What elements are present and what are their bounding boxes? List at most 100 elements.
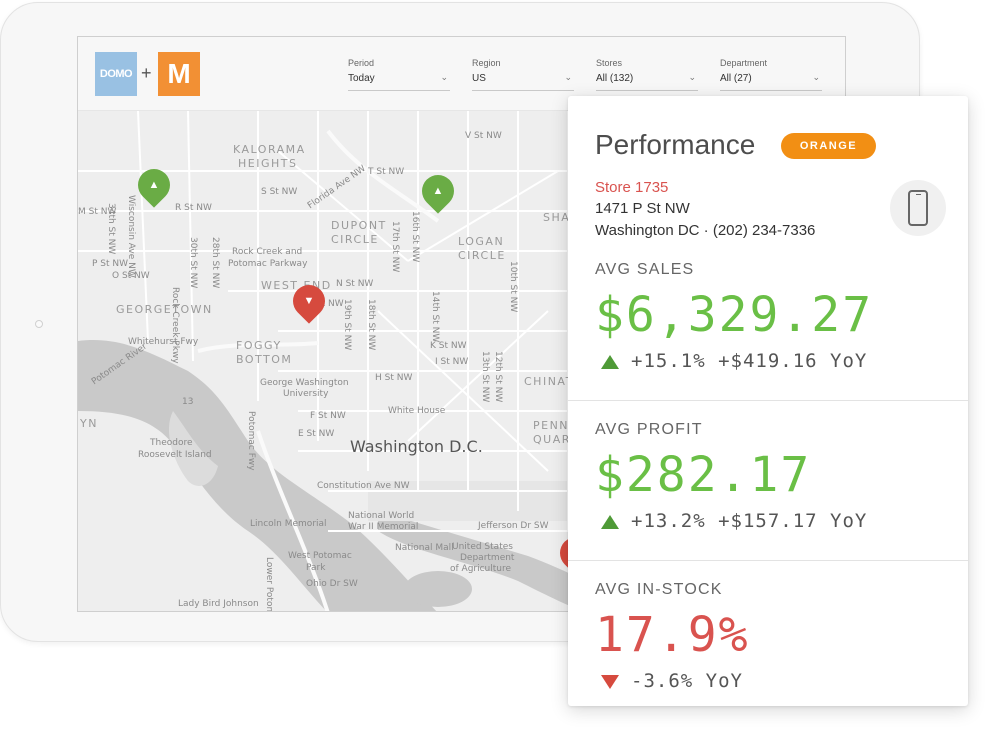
department-filter-label: Department (720, 58, 768, 68)
partner-m-logo: M (158, 52, 200, 96)
map-label-12th-st: 12th St NW (493, 351, 503, 403)
stores-filter-label: Stores (596, 58, 623, 68)
map-label-o-st: O St NW (112, 271, 150, 281)
metric-delta: +15.1% +$419.16 YoY (601, 350, 867, 372)
map-label-rock-creek-pkwy: Rock Creek Pkwy (170, 287, 180, 364)
map-label-17th-st: 17th St NW (390, 221, 400, 273)
island (168, 411, 218, 486)
map-label-dupont: DUPONT (331, 219, 387, 232)
map-label-logan: LOGAN (458, 235, 505, 248)
store-city-phone: Washington DC · (202) 234-7336 (595, 222, 816, 239)
metric-value: $6,329.27 (595, 287, 874, 343)
map-label-logan-circle: CIRCLE (458, 249, 506, 262)
map-label-constitution-ave: Constitution Ave NW (317, 481, 410, 491)
chevron-down-icon: ⌄ (564, 72, 572, 82)
map-label-theodore: Theodore (150, 438, 193, 448)
period-filter[interactable]: Period Today ⌄ (348, 58, 450, 91)
map-label-wisconsin-ave: Wisconsin Ave NW (126, 195, 136, 278)
triangle-up-icon: ▲ (432, 185, 444, 197)
map-label-whitehurst: Whitehurst Fwy (128, 337, 199, 347)
map-label-lincoln-memorial: Lincoln Memorial (250, 519, 327, 529)
map-label-gwu: George Washington (260, 378, 349, 388)
tablet-home-button (35, 320, 43, 328)
map-label-lady-bird: Lady Bird Johnson (178, 599, 259, 609)
phone-icon (908, 190, 928, 226)
metric-value: $282.17 (595, 447, 812, 503)
call-store-button[interactable] (890, 180, 946, 236)
region-filter-label: Region (472, 58, 501, 68)
map-label-usda: United States (452, 542, 513, 552)
map-label-circle: CIRCLE (331, 233, 379, 246)
map-label-13th-st: 13th St NW (480, 351, 490, 403)
metric-label: AVG SALES (595, 261, 695, 278)
map-label-nw: M St NW (78, 207, 117, 217)
map-label-t-st: T St NW (368, 167, 405, 177)
metric-delta: -3.6% YoY (601, 670, 743, 692)
department-filter-value: All (27) (720, 73, 752, 84)
logo-plus-sign: + (141, 63, 152, 83)
map-label-p-st: P St NW (92, 259, 129, 269)
map-label-h-st: H St NW (375, 373, 413, 383)
tidal-basin (404, 571, 472, 607)
map-label-potomac-parkway: Potomac Parkway (228, 259, 308, 269)
map-label-e-st: E St NW (298, 429, 335, 439)
major-roads (197, 129, 440, 611)
map-label-16th-st: 16th St NW (410, 211, 420, 263)
map-label-potomac-fwy: Potomac Fwy (246, 411, 256, 471)
status-badge: ORANGE (781, 133, 876, 159)
map-label-ohio-dr: Ohio Dr SW (306, 579, 358, 589)
map-label-r-st: R St NW (175, 203, 212, 213)
department-filter[interactable]: Department All (27) ⌄ (720, 58, 822, 91)
map-label-white-house: White House (388, 406, 446, 416)
map-label-kalorama: KALORAMA (233, 143, 306, 156)
map-label-roosevelt-island: Roosevelt Island (138, 450, 212, 460)
map-label-18th-st: 18th St NW (366, 299, 376, 351)
metric-delta: +13.2% +$157.17 YoY (601, 510, 867, 532)
map-label-k-st: K St NW (430, 341, 467, 351)
map-label-park: Park (306, 563, 326, 573)
period-filter-label: Period (348, 58, 375, 68)
map-label-v-st: V St NW (465, 131, 502, 141)
store-pin-dupont[interactable]: ▲ (415, 168, 461, 214)
metric-delta-text: +15.1% +$419.16 YoY (631, 350, 868, 372)
map-label-heights: HEIGHTS (238, 157, 298, 170)
performance-card: Performance ORANGE Store 1735 1471 P St … (568, 96, 968, 706)
store-name[interactable]: Store 1735 (595, 179, 669, 196)
region-filter-value: US (472, 73, 486, 84)
card-title: Performance (595, 129, 756, 160)
store-pin-north-west[interactable]: ▲ (131, 162, 177, 208)
map-label-bottom: BOTTOM (236, 353, 293, 366)
map-label-jefferson-dr: Jefferson Dr SW (478, 521, 549, 531)
map-label-19th-st: 19th St NW (342, 299, 352, 351)
map-label-14th-st: 14th St NW (430, 291, 440, 343)
map-label-10th-st: 10th St NW (508, 261, 518, 313)
map-label-13: 13 (182, 397, 194, 407)
potomac-river (78, 340, 437, 611)
map-label-chinatown: CHINAT (524, 375, 574, 388)
map-label-west-potomac: West Potomac (288, 551, 352, 561)
trend-down-icon (601, 674, 619, 689)
metric-value: 17.9% (595, 607, 750, 663)
trend-up-icon (601, 514, 619, 529)
region-filter[interactable]: Region US ⌄ (472, 58, 574, 91)
store-pin-west-end[interactable]: ▼ (286, 278, 332, 324)
map-label-i-st: I St NW (435, 357, 469, 367)
triangle-down-icon: ▼ (303, 295, 315, 307)
metric-label: AVG IN-STOCK (595, 581, 723, 598)
metric-divider (568, 400, 968, 401)
map-city-label: Washington D.C. (350, 437, 483, 456)
trend-up-icon (601, 354, 619, 369)
stores-filter-value: All (132) (596, 73, 634, 84)
map-label-university: University (283, 389, 329, 399)
map-label-30th-st: 30th St NW (188, 237, 198, 289)
map-label-department: Department (460, 553, 515, 563)
map-label-national-mall: National Mall (395, 543, 454, 553)
stores-filter[interactable]: Stores All (132) ⌄ (596, 58, 698, 91)
map-label-ww2-memorial: National World (348, 511, 415, 521)
map-label-lower-potomac: Lower Potomac (264, 557, 274, 612)
map-label-memorial: War II Memorial (348, 522, 419, 532)
map-label-foggy: FOGGY (236, 339, 282, 352)
store-address: 1471 P St NW (595, 200, 690, 217)
map-label-s-st: S St NW (261, 187, 298, 197)
chevron-down-icon: ⌄ (688, 72, 696, 82)
